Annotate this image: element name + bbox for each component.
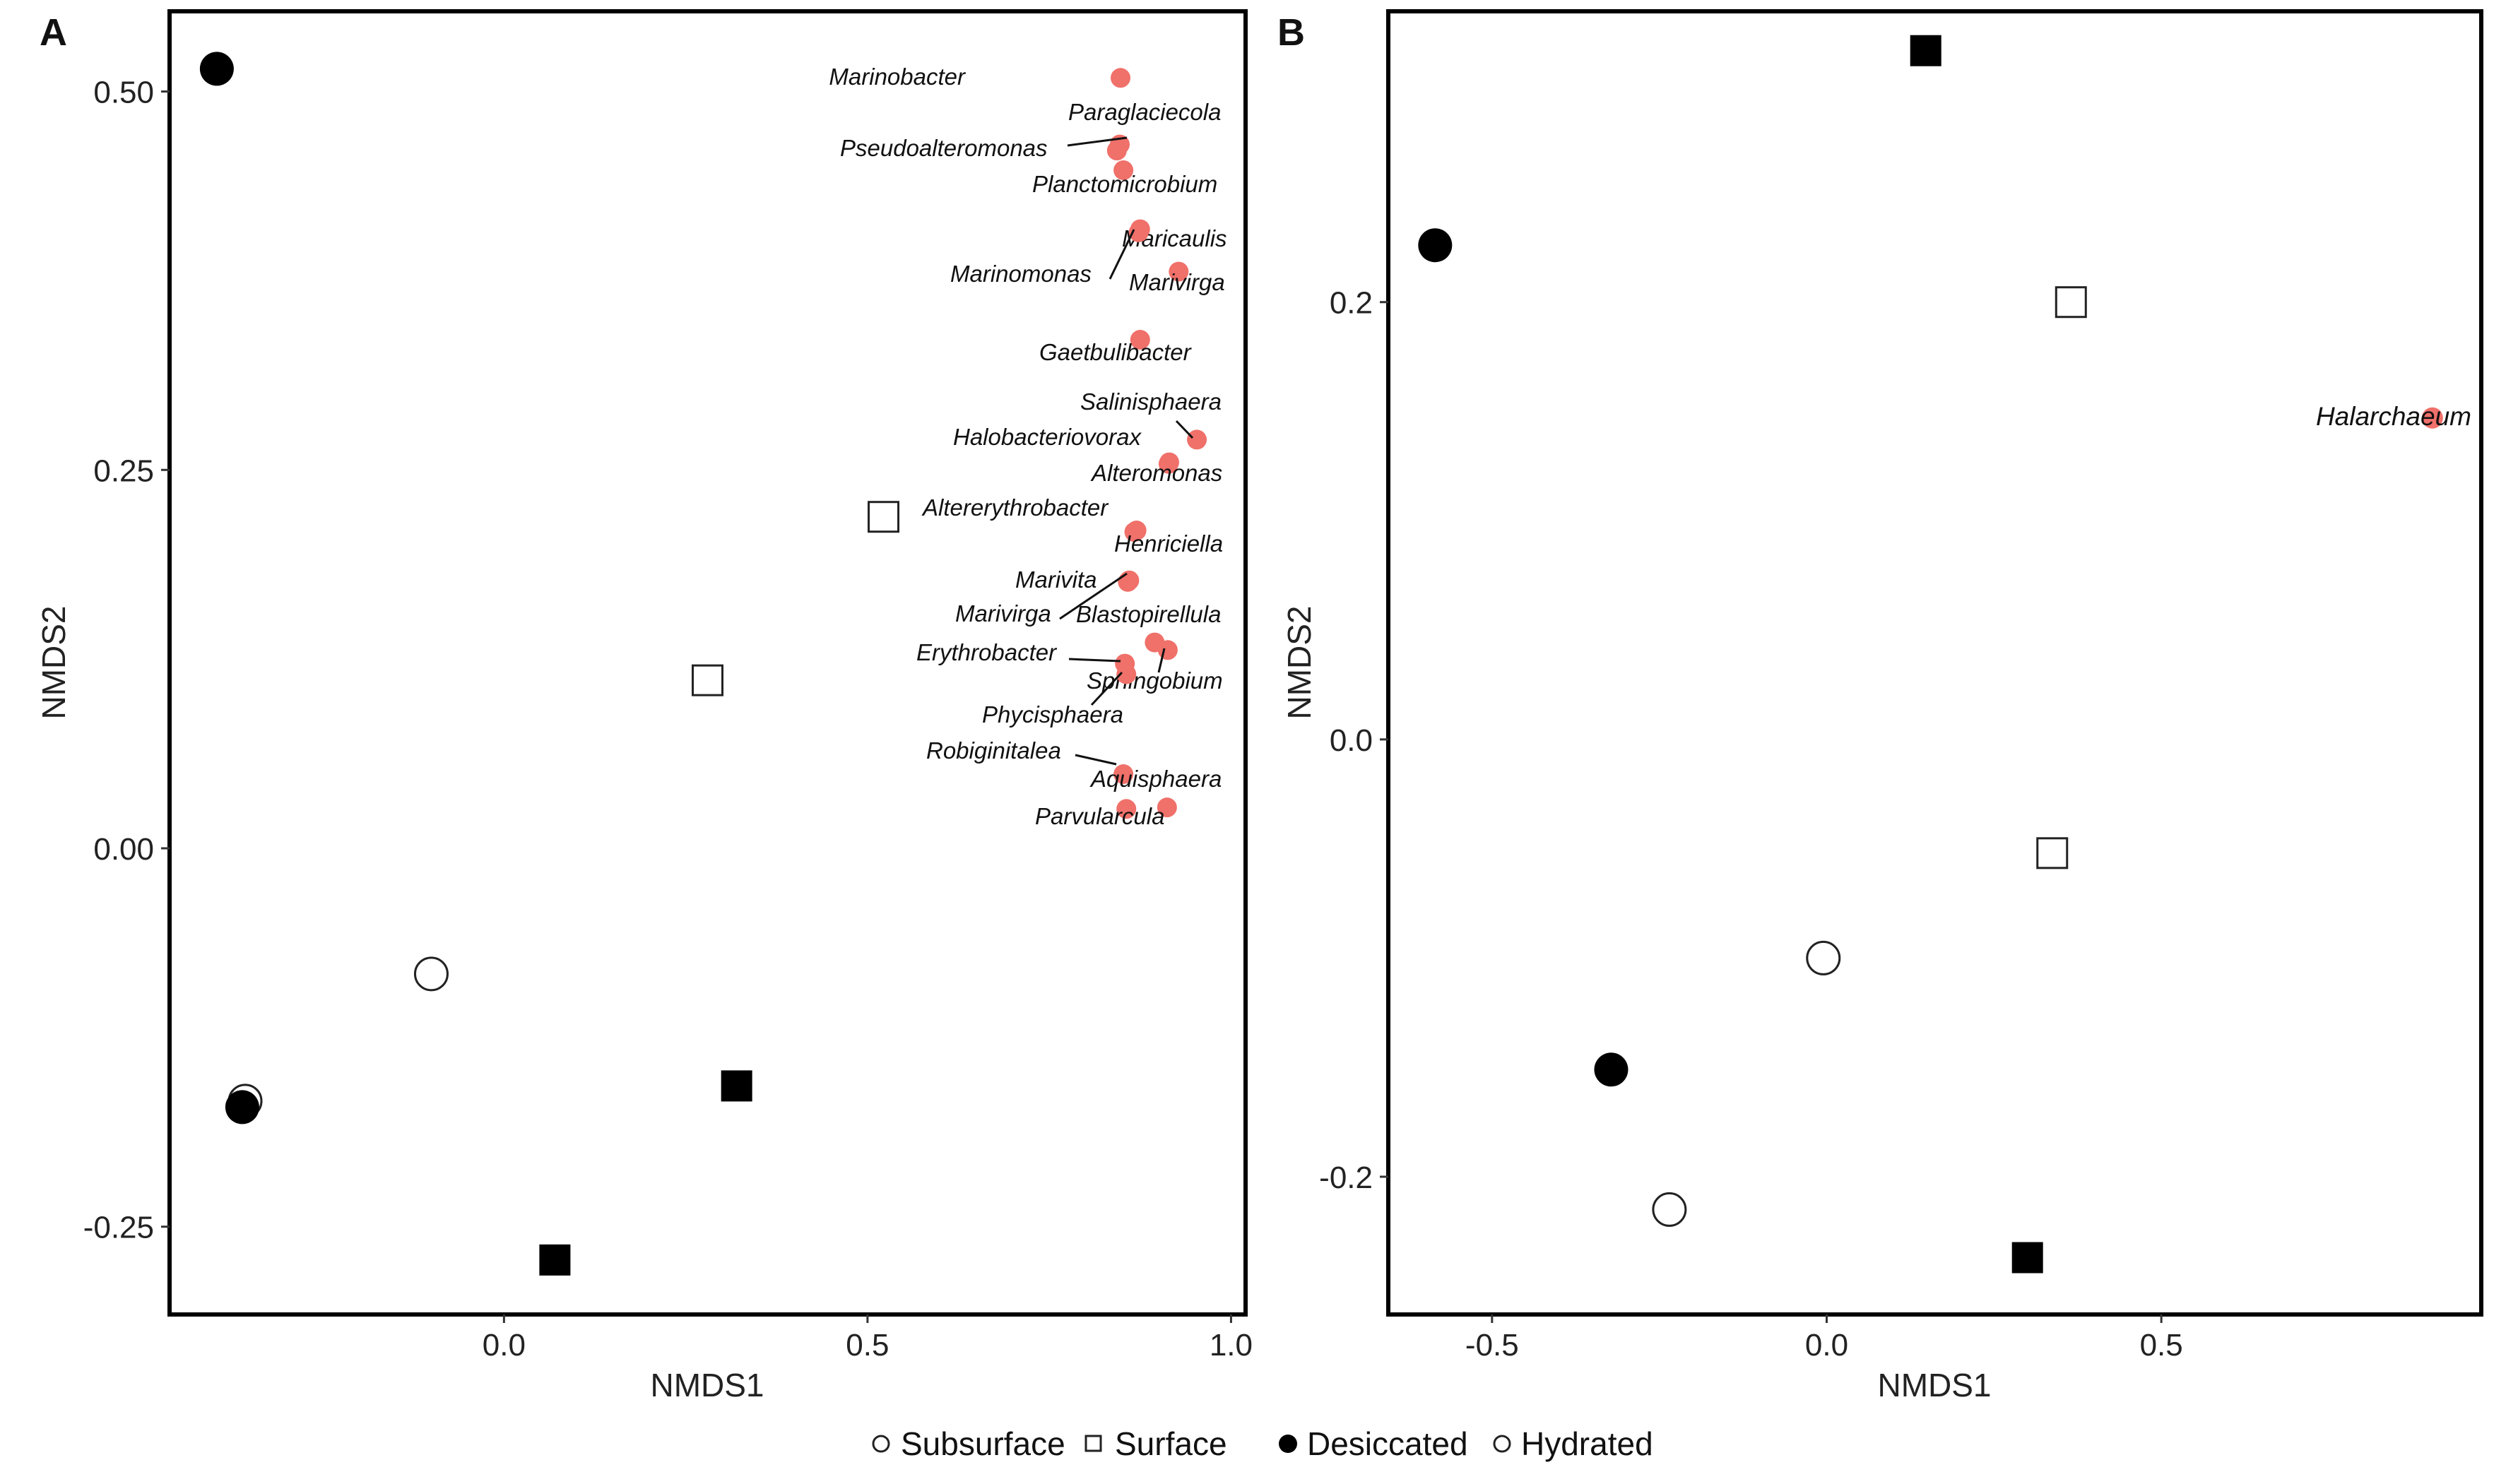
panel-b-frame — [1386, 9, 2483, 1317]
panel-a-taxon-point-robiginitalea — [1113, 764, 1134, 784]
legend-open-square-symbol — [1084, 1435, 1102, 1452]
legend-open-circle-symbol — [872, 1435, 890, 1453]
panel-b-x-tick-label: 0.5 — [2140, 1328, 2183, 1363]
panel-a-leader-line — [1157, 648, 1166, 673]
panel-b-sample-filled-circle — [1594, 1052, 1629, 1087]
panel-a-taxon-point-sphingobium — [1157, 640, 1178, 660]
panel-a-x-tick-label: 1.0 — [1210, 1328, 1253, 1363]
panel-b-taxon-point-halarchaeum — [2421, 407, 2443, 429]
panel-a-taxon-label-marivirga: Marivirga — [955, 600, 1051, 627]
panel-b-y-tick-label: 0.2 — [1330, 286, 1373, 321]
panel-a-taxon-label-robiginitalea: Robiginitalea — [926, 737, 1061, 764]
panel-a-taxon-point-marinomonas — [1128, 222, 1149, 242]
panel-a-taxon-point-henriciella — [1124, 522, 1145, 542]
legend-label-hydrated: Hydrated — [1521, 1425, 1653, 1462]
panel-a-taxon-label-aquisphaera: Aquisphaera — [1089, 766, 1222, 792]
panel-b-x-tick-label: -0.5 — [1465, 1328, 1519, 1363]
panel-b-x-axis-title: NMDS1 — [1877, 1367, 1991, 1403]
panel-a-y-tick-label: 0.25 — [93, 453, 154, 488]
panel-a-taxon-label-halobacteriovorax: Halobacteriovorax — [953, 424, 1142, 450]
legend-label-desiccated: Desiccated — [1307, 1425, 1468, 1462]
legend: Subsurface Surface Desiccated Hydrated — [872, 1425, 1653, 1462]
panel-b-y-axis-title: NMDS2 — [1281, 605, 1318, 719]
panel-a-taxon-label-gaetbulibacter: Gaetbulibacter — [1039, 339, 1193, 365]
panel-a-taxon-label-marinobacter: Marinobacter — [829, 64, 967, 90]
panel-a-taxon-point-aquisphaera — [1157, 797, 1177, 818]
panel-a: A Marinobacter Paraglaciecola Pseudoaltero… — [35, 9, 1253, 1403]
panel-a-taxon-label-paraglaciecola: Paraglaciecola — [1068, 99, 1221, 125]
panel-a-y-axis-title: NMDS2 — [35, 605, 72, 719]
panel-a-leader-line — [1109, 229, 1135, 280]
legend-filled-circle-symbol — [1279, 1435, 1297, 1453]
panel-a-taxon-point-alteromonas — [1158, 453, 1178, 474]
panel-a-x-tick-label: 0.5 — [846, 1328, 889, 1363]
panel-a-taxon-label-sphingobium: Sphingobium — [1087, 667, 1223, 694]
panel-b-x-tick-label: 0.0 — [1805, 1328, 1848, 1363]
panel-b-sample-open-circle — [1806, 940, 1841, 975]
panel-a-x-axis-title: NMDS1 — [650, 1367, 764, 1403]
panel-a-label: A — [40, 11, 67, 54]
panel-a-frame — [167, 9, 1248, 1317]
panel-a-taxon-label-marinomonas: Marinomonas — [950, 261, 1092, 287]
panel-a-taxon-label-pseudoalteromonas: Pseudoalteromonas — [840, 135, 1048, 161]
panel-a-taxon-label-altererythrobacter: Altererythrobacter — [921, 494, 1109, 521]
panel-a-sample-filled-square — [539, 1244, 571, 1276]
panel-b-sample-open-circle — [1652, 1192, 1687, 1227]
panel-b: B Halarchaeum -0.5 0.0 0.5 0.2 0.0 -0.2 NMDS1… — [1277, 9, 2483, 1403]
panel-a-taxon-label-erythrobacter: Erythrobacter — [916, 639, 1058, 665]
legend-item-subsurface: Subsurface — [872, 1425, 1065, 1462]
legend-label-subsurface: Subsurface — [901, 1425, 1065, 1462]
panel-a-taxon-label-parvularcula: Parvularcula — [1035, 803, 1164, 829]
panel-a-y-tick-label: -0.25 — [83, 1211, 154, 1245]
panel-a-taxon-point-marivirga — [1169, 261, 1189, 282]
panel-a-sample-open-square — [868, 501, 900, 533]
panel-b-y-tick-label: -0.2 — [1319, 1161, 1373, 1195]
panel-a-y-tick-label: 0.50 — [93, 76, 154, 110]
panel-a-taxon-point-salinisphaera — [1187, 429, 1207, 450]
panel-a-y-tick-label: 0.00 — [93, 832, 154, 867]
panel-b-label: B — [1277, 11, 1305, 54]
panel-a-taxon-label-marivirga: Marivirga — [1129, 269, 1225, 295]
panel-a-taxon-label-blastopirellula: Blastopirellula — [1076, 601, 1221, 627]
panel-a-taxon-point-marinobacter — [1111, 68, 1131, 88]
panel-b-y-tick-label: 0.0 — [1330, 723, 1373, 758]
panel-a-taxon-label-alteromonas: Alteromonas — [1090, 460, 1222, 486]
panel-a-sample-open-square — [692, 664, 723, 696]
panel-b-sample-open-square — [2055, 286, 2087, 319]
panel-a-sample-filled-circle — [225, 1090, 259, 1124]
panel-a-leader-line — [1075, 754, 1117, 766]
panel-a-leader-line — [1175, 420, 1194, 439]
panel-a-leader-line — [1059, 572, 1128, 620]
panel-a-taxon-point-planctomicrobium — [1113, 160, 1134, 180]
panel-b-sample-filled-circle — [1418, 228, 1453, 263]
panel-a-sample-filled-circle — [199, 52, 234, 86]
panel-a-leader-line — [1068, 658, 1121, 663]
panel-a-taxon-point-phycisphaera — [1116, 664, 1137, 684]
legend-item-desiccated: Desiccated — [1279, 1425, 1468, 1462]
legend-item-surface: Surface — [1084, 1425, 1227, 1462]
panel-a-taxon-point-pseudoalteromonas — [1106, 141, 1127, 161]
panel-b-sample-filled-square — [1910, 35, 1941, 66]
legend-label-surface: Surface — [1115, 1425, 1227, 1462]
panel-b-taxon-label-halarchaeum: Halarchaeum — [2316, 402, 2471, 431]
panel-a-taxon-point-parvularcula — [1116, 799, 1137, 819]
panel-b-sample-filled-square — [2011, 1242, 2043, 1274]
panel-a-taxon-label-phycisphaera: Phycisphaera — [982, 701, 1123, 728]
panel-a-taxon-label-salinisphaera: Salinisphaera — [1080, 388, 1222, 415]
panel-a-taxon-label-henriciella: Henriciella — [1114, 530, 1223, 557]
panel-a-x-tick-label: 0.0 — [483, 1328, 526, 1363]
panel-a-taxon-label-planctomicrobium: Planctomicrobium — [1032, 171, 1217, 197]
legend-open-circle-symbol — [1493, 1435, 1511, 1453]
panel-a-taxon-point-marivirga — [1118, 571, 1138, 592]
panel-a-taxon-label-marivita: Marivita — [1015, 566, 1097, 593]
panel-a-leader-line — [1090, 671, 1123, 706]
legend-item-hydrated: Hydrated — [1493, 1425, 1653, 1462]
panel-a-leader-line — [1067, 136, 1128, 147]
panel-a-sample-open-circle — [413, 956, 449, 992]
panel-b-sample-open-square — [2036, 837, 2069, 869]
panel-a-taxon-point-gaetbulibacter — [1130, 330, 1150, 350]
panel-a-sample-filled-square — [721, 1070, 752, 1102]
